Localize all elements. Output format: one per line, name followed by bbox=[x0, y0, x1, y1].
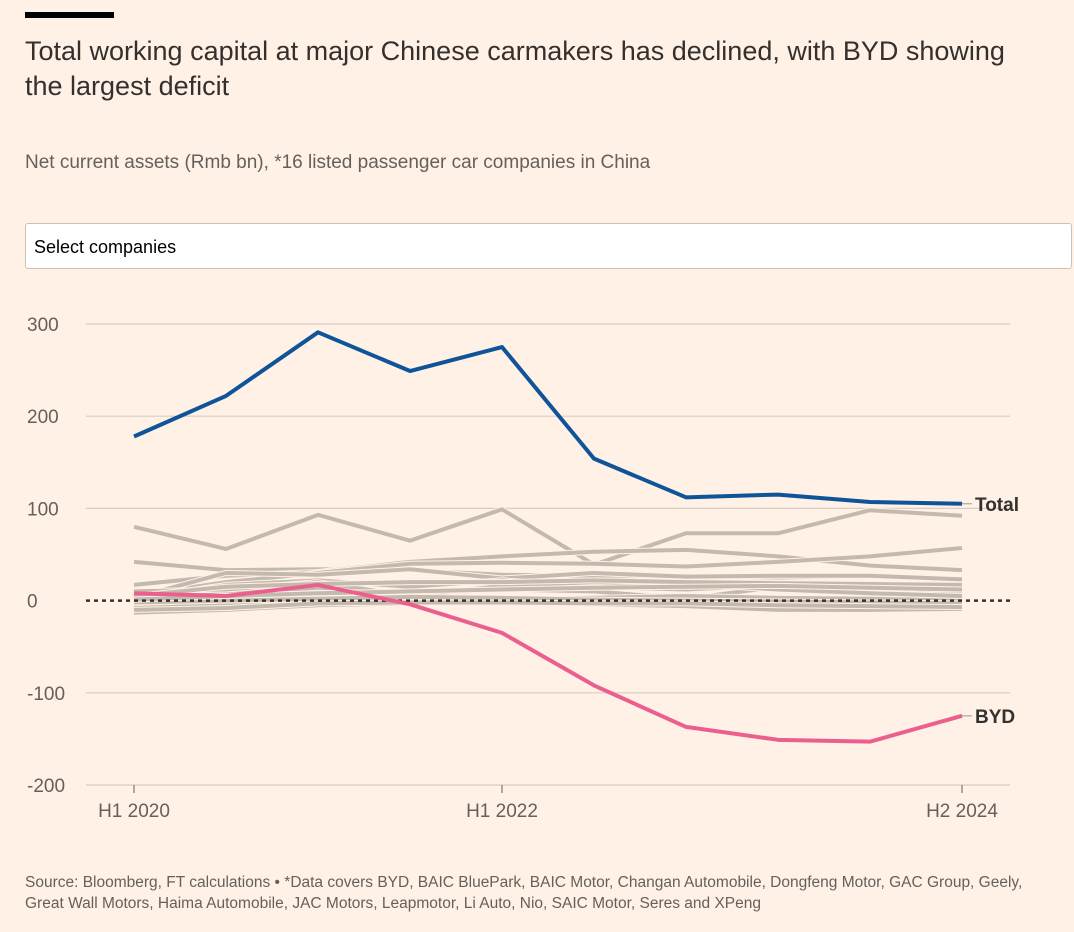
series-line-other-company bbox=[133, 546, 963, 598]
series-line-other-company bbox=[133, 583, 963, 602]
series-line-other-company bbox=[133, 507, 963, 567]
y-tick-label: 100 bbox=[27, 499, 59, 520]
series-line-other-company bbox=[133, 567, 963, 600]
y-tick-label: 200 bbox=[27, 407, 59, 428]
series-label-total: Total bbox=[975, 495, 1019, 516]
chart-subtitle: Net current assets (Rmb bn), *16 listed … bbox=[25, 152, 651, 173]
y-tick-label: -100 bbox=[27, 684, 65, 705]
ft-accent-bar bbox=[25, 12, 114, 18]
y-tick-label: 0 bbox=[27, 592, 38, 613]
y-tick-label: 300 bbox=[27, 315, 59, 336]
series-line-other-company bbox=[133, 578, 963, 598]
series-label-byd: BYD bbox=[975, 707, 1015, 728]
x-tick-label: H1 2020 bbox=[98, 801, 170, 822]
series-line-byd bbox=[133, 582, 963, 744]
x-tick-label: H1 2022 bbox=[466, 801, 538, 822]
chart-title: Total working capital at major Chinese c… bbox=[25, 36, 1005, 101]
source-note: Source: Bloomberg, FT calculations • *Da… bbox=[25, 874, 1023, 912]
y-tick-label: -200 bbox=[27, 776, 65, 797]
select-companies-dropdown[interactable]: Select companies bbox=[25, 223, 1072, 269]
x-tick-label: H2 2024 bbox=[926, 801, 998, 822]
series-line-other-company bbox=[133, 600, 963, 612]
series-line-total bbox=[133, 330, 963, 506]
